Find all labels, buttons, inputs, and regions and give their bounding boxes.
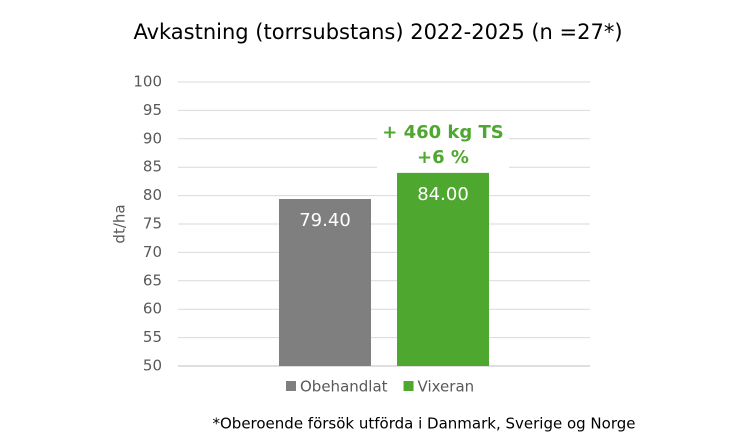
y-tick-label: 65: [143, 271, 162, 289]
bar: [279, 199, 371, 366]
y-tick-label: 60: [143, 300, 162, 318]
y-tick-label: 50: [143, 357, 162, 375]
y-tick-label: 85: [143, 158, 162, 176]
legend-swatch: [403, 381, 414, 391]
annotation-bg: [377, 118, 509, 169]
y-tick-label: 80: [143, 186, 162, 204]
value-label: 79.40: [299, 210, 351, 231]
annotation: + 460 kg TS: [382, 122, 504, 143]
y-tick-label: 70: [143, 243, 162, 261]
annotation: +6 %: [417, 147, 469, 168]
legend-label: Obehandlat: [300, 378, 388, 396]
y-axis-label: dt/ha: [111, 204, 129, 243]
value-label: 84.00: [417, 184, 469, 205]
legend-label: Vixeran: [418, 378, 475, 396]
y-tick-label: 100: [133, 73, 162, 91]
legend-swatch: [286, 381, 296, 391]
chart-title: Avkastning (torrsubstans) 2022-2025 (n =…: [133, 20, 622, 44]
y-tick-label: 90: [143, 129, 162, 147]
y-tick-label: 75: [143, 215, 162, 233]
y-tick-label: 55: [143, 328, 162, 346]
bar: [397, 172, 489, 366]
footnote: *Oberoende försök utförda i Danmark, Sve…: [212, 415, 635, 433]
y-tick-label: 95: [143, 101, 162, 119]
